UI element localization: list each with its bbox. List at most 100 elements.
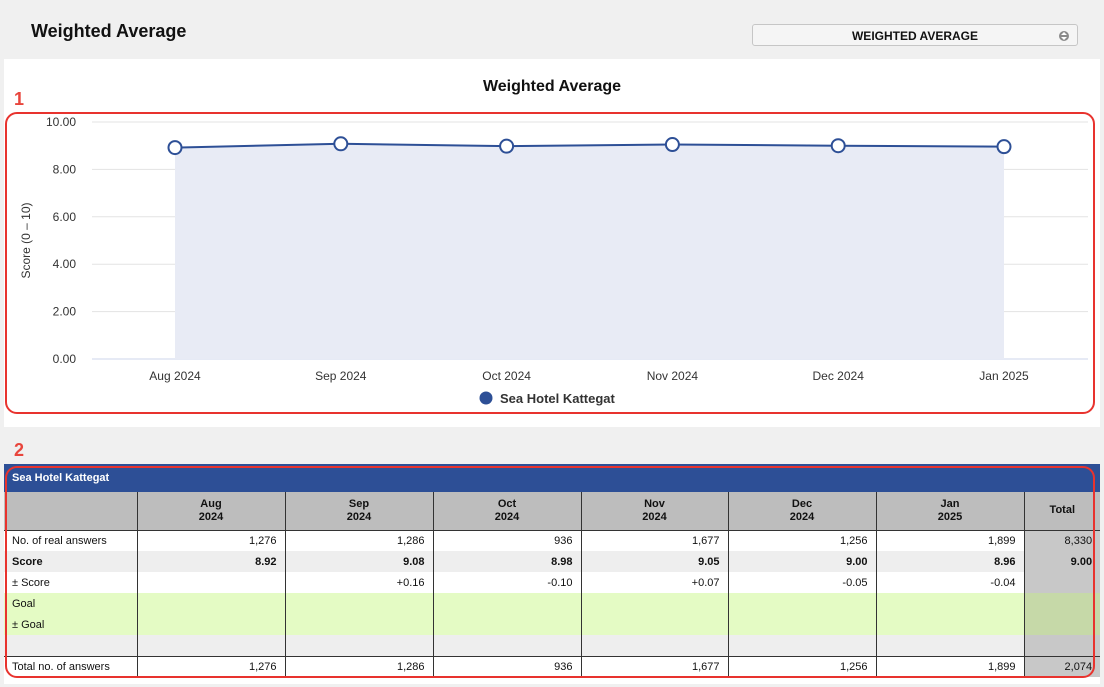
table-cell: 1,899 xyxy=(875,655,1024,677)
table-row: No. of real answers 1,276 1,286 936 1,677 1,2… xyxy=(4,530,1101,551)
table-cell: 9.00 xyxy=(727,551,876,572)
total-cell xyxy=(1023,593,1101,614)
table-cell: 1,899 xyxy=(875,530,1024,551)
table-cell: +0.07 xyxy=(580,572,728,593)
data-point xyxy=(664,137,680,153)
table-cell xyxy=(136,572,285,593)
page-title: Weighted Average xyxy=(31,21,187,41)
table-cell xyxy=(875,635,1024,656)
table-cell xyxy=(284,635,433,656)
y-tick-label: 4.00 xyxy=(53,257,77,271)
table-row: Goal xyxy=(4,593,1101,614)
x-tick-label: Nov 2024 xyxy=(647,369,699,383)
table-cell: -0.04 xyxy=(875,572,1024,593)
table-cell xyxy=(727,635,876,656)
row-label: ± Goal xyxy=(4,614,137,635)
column-header: Jan 2025 xyxy=(875,492,1024,531)
data-point xyxy=(333,136,349,152)
y-tick-label: 6.00 xyxy=(53,210,77,224)
data-point xyxy=(830,138,846,154)
table-cell: 8.96 xyxy=(875,551,1024,572)
sort-arrows-icon xyxy=(1059,31,1069,41)
column-header-total: Total xyxy=(1023,492,1101,531)
table-row xyxy=(4,635,1101,656)
legend-marker xyxy=(479,391,493,405)
table-cell: 8.98 xyxy=(432,551,581,572)
table-cell: 1,286 xyxy=(284,530,433,551)
table-cell xyxy=(727,614,876,635)
table-cell: 936 xyxy=(432,655,581,677)
table-cell xyxy=(432,614,581,635)
y-tick-label: 2.00 xyxy=(53,305,77,319)
metric-select[interactable]: WEIGHTED AVERAGE xyxy=(752,24,1078,46)
weighted-average-chart: 0.00 2.00 4.00 6.00 8.00 10.00 Score (0 – 10) A… xyxy=(19,115,1088,406)
data-point xyxy=(167,140,183,156)
annotation-marker-1: 1 xyxy=(14,89,25,109)
series-area xyxy=(175,143,1004,359)
table-cell: 936 xyxy=(432,530,581,551)
y-axis-label: Score (0 – 10) xyxy=(19,202,33,278)
x-tick-label: Jan 2025 xyxy=(979,369,1029,383)
total-cell: 9.00 xyxy=(1023,551,1101,572)
column-header: Aug 2024 xyxy=(136,492,285,531)
series-line xyxy=(174,142,1005,149)
y-tick-label: 8.00 xyxy=(53,162,77,176)
table-cell: 9.08 xyxy=(284,551,433,572)
table-cell: -0.10 xyxy=(432,572,581,593)
table-cell: 1,677 xyxy=(580,655,728,677)
column-header: Oct 2024 xyxy=(432,492,581,531)
row-label: No. of real answers xyxy=(12,534,107,547)
total-cell xyxy=(1023,614,1101,635)
table-cell: 1,256 xyxy=(727,530,876,551)
table-cell: 8.92 xyxy=(136,551,285,572)
table-cell xyxy=(580,635,728,656)
column-header: Dec 2024 xyxy=(727,492,876,531)
table-cell xyxy=(136,614,285,635)
table-cell: -0.05 xyxy=(727,572,876,593)
y-tick-label: 0.00 xyxy=(53,352,77,366)
column-header: Sep 2024 xyxy=(284,492,433,531)
row-label: Score xyxy=(4,551,137,572)
data-table: Sea Hotel Kattegat Aug 2024 Sep 2024 Oct 2024… xyxy=(4,464,1101,677)
table-cell: +0.16 xyxy=(284,572,433,593)
x-tick-label: Aug 2024 xyxy=(149,369,201,383)
table-title: Sea Hotel Kattegat xyxy=(4,464,1101,492)
table-cell xyxy=(875,614,1024,635)
table-cell: 1,677 xyxy=(580,530,728,551)
chart-title: Weighted Average xyxy=(482,78,622,95)
total-cell: 2,074 xyxy=(1023,655,1101,677)
data-point xyxy=(499,138,515,154)
table-cell xyxy=(284,614,433,635)
table-cell: 9.05 xyxy=(580,551,728,572)
x-tick-label: Sep 2024 xyxy=(315,369,367,383)
row-label xyxy=(4,635,137,656)
table-cell xyxy=(875,593,1024,614)
table-cell: 1,286 xyxy=(284,655,433,677)
table-row: ± Score +0.16 -0.10 +0.07 -0.05 -0.04 xyxy=(4,572,1101,593)
data-point xyxy=(996,139,1012,155)
table-cell: 1,276 xyxy=(136,655,285,677)
row-label: Total no. of answers xyxy=(4,655,137,677)
row-label: Goal xyxy=(4,593,137,614)
table-row: Score 8.92 9.08 8.98 9.05 9.00 8.96 9.00 xyxy=(4,551,1101,572)
table-row: ± Goal xyxy=(4,614,1101,635)
annotation-marker-2: 2 xyxy=(14,440,25,460)
row-label: ± Score xyxy=(12,576,50,589)
table-cell: 1,276 xyxy=(136,530,285,551)
data-table-container: Sea Hotel Kattegat Aug 2024 Sep 2024 Oct 2024… xyxy=(4,464,1101,684)
table-cell xyxy=(727,593,876,614)
table-cell xyxy=(284,593,433,614)
metric-select-value: WEIGHTED AVERAGE xyxy=(851,29,978,43)
total-cell: 8,330 xyxy=(1023,530,1101,551)
column-header: Nov 2024 xyxy=(580,492,728,531)
y-tick-label: 10.00 xyxy=(46,115,76,129)
table-cell: 1,256 xyxy=(727,655,876,677)
total-cell xyxy=(1023,572,1101,593)
x-tick-label: Dec 2024 xyxy=(813,369,865,383)
table-cell xyxy=(136,593,285,614)
table-row: Total no. of answers 1,276 1,286 936 1,677 1,… xyxy=(4,655,1101,677)
table-cell xyxy=(432,593,581,614)
table-cell xyxy=(580,593,728,614)
legend-label: Sea Hotel Kattegat xyxy=(500,391,616,406)
header-bar: Weighted Average WEIGHTED AVERAGE xyxy=(0,0,1104,62)
